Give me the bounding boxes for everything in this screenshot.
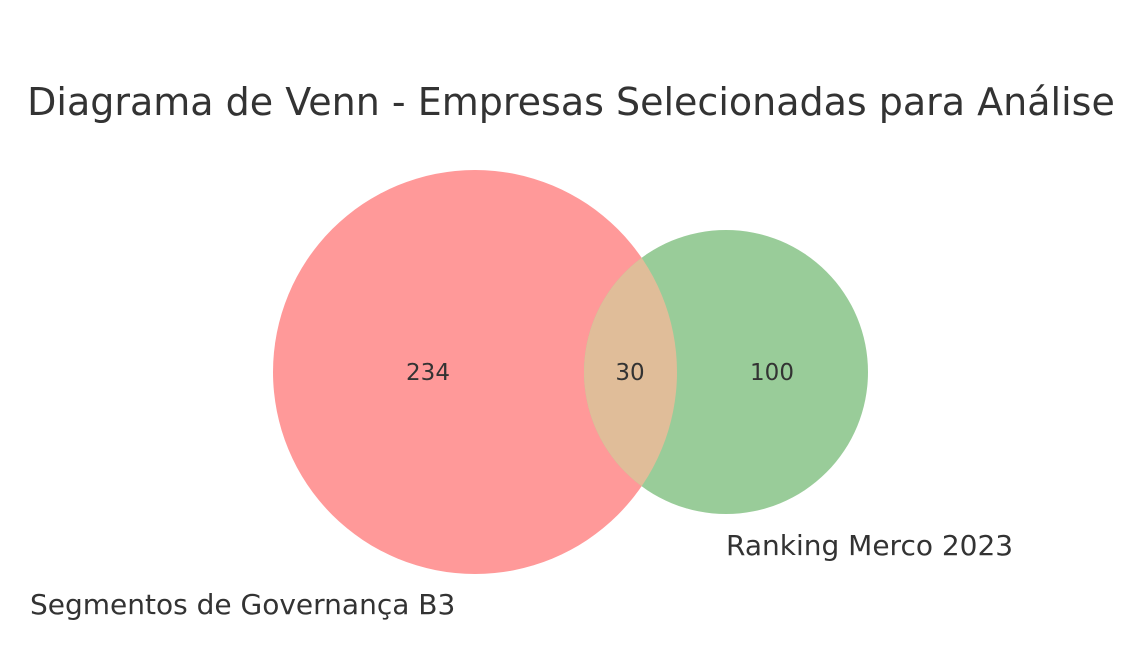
count-only-merco: 100 [750,360,794,386]
set-label-governanca: Segmentos de Governança B3 [30,588,455,621]
set-label-merco: Ranking Merco 2023 [726,529,1013,562]
count-intersection: 30 [615,360,644,386]
intersection-region [584,230,677,514]
count-only-governanca: 234 [406,360,450,386]
diagram-title: Diagrama de Venn - Empresas Selecionadas… [27,80,1115,124]
set-circle-governanca [273,170,677,574]
